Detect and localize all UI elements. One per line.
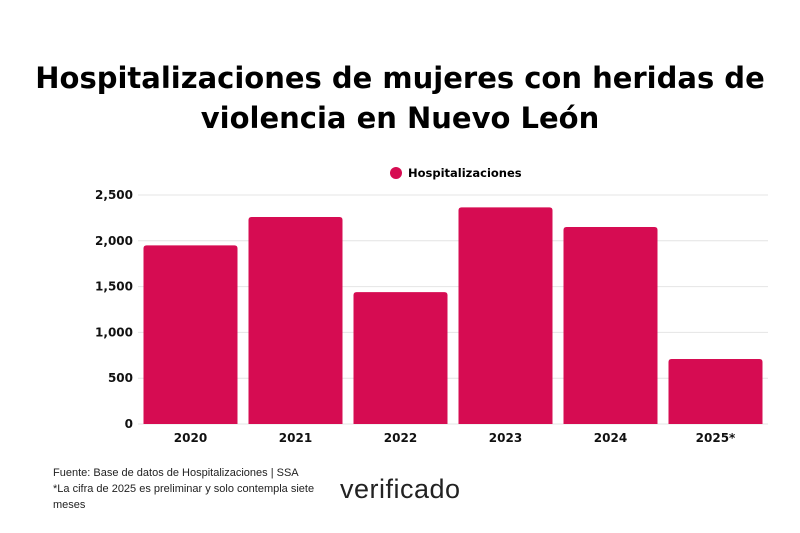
verificado-logo: verificado	[340, 474, 461, 504]
x-tick-label: 2023	[489, 431, 522, 445]
chart-title: Hospitalizaciones de mujeres con heridas…	[35, 61, 765, 135]
legend: Hospitalizaciones	[390, 166, 522, 180]
legend-swatch	[390, 167, 402, 179]
bar-2023	[458, 207, 553, 424]
bar-2022	[353, 292, 448, 424]
legend-label: Hospitalizaciones	[408, 166, 522, 180]
source-note: Fuente: Base de datos de Hospitalizacion…	[53, 465, 323, 513]
y-tick-label: 500	[108, 371, 133, 385]
bar-2021	[248, 216, 343, 424]
x-tick-label: 2024	[594, 431, 627, 445]
y-tick-label: 2,500	[95, 188, 133, 202]
bar-2024	[563, 227, 658, 424]
y-tick-label: 0	[125, 417, 133, 431]
footnote-text: *La cifra de 2025 es preliminar y solo c…	[53, 483, 315, 511]
source-text: Fuente: Base de datos de Hospitalizacion…	[53, 467, 299, 479]
y-tick-label: 1,500	[95, 280, 133, 294]
bar-2020	[143, 245, 238, 424]
y-tick-label: 1,000	[95, 325, 133, 339]
x-tick-label: 2020	[174, 431, 207, 445]
y-tick-label: 2,000	[95, 234, 133, 248]
x-tick-label: 2025*	[696, 431, 736, 445]
x-tick-label: 2022	[384, 431, 417, 445]
bar-2025*	[668, 358, 763, 424]
x-tick-label: 2021	[279, 431, 312, 445]
